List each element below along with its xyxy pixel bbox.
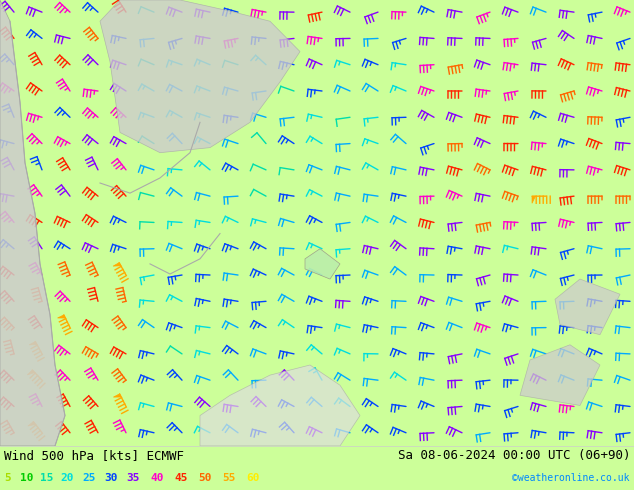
Polygon shape: [520, 345, 600, 405]
Text: 40: 40: [150, 473, 164, 483]
Text: 20: 20: [60, 473, 74, 483]
Text: Sa 08-06-2024 00:00 UTC (06+90): Sa 08-06-2024 00:00 UTC (06+90): [398, 449, 630, 463]
Polygon shape: [100, 0, 300, 153]
Text: Wind 500 hPa [kts] ECMWF: Wind 500 hPa [kts] ECMWF: [4, 449, 184, 463]
Polygon shape: [27, 370, 35, 375]
Polygon shape: [113, 263, 121, 266]
Text: 5: 5: [4, 473, 11, 483]
Text: 30: 30: [104, 473, 117, 483]
Polygon shape: [58, 315, 65, 318]
Polygon shape: [532, 196, 536, 203]
Text: 50: 50: [198, 473, 212, 483]
Text: 15: 15: [40, 473, 53, 483]
Polygon shape: [200, 365, 360, 446]
Polygon shape: [0, 0, 65, 446]
Text: ©weatheronline.co.uk: ©weatheronline.co.uk: [512, 473, 630, 483]
Text: 55: 55: [222, 473, 235, 483]
Polygon shape: [555, 279, 620, 335]
Text: 25: 25: [82, 473, 96, 483]
Text: 60: 60: [246, 473, 259, 483]
Polygon shape: [305, 249, 340, 279]
Text: 45: 45: [174, 473, 188, 483]
Polygon shape: [29, 342, 37, 345]
Text: 35: 35: [126, 473, 139, 483]
Polygon shape: [28, 421, 36, 426]
Text: 10: 10: [20, 473, 34, 483]
Polygon shape: [113, 394, 121, 397]
